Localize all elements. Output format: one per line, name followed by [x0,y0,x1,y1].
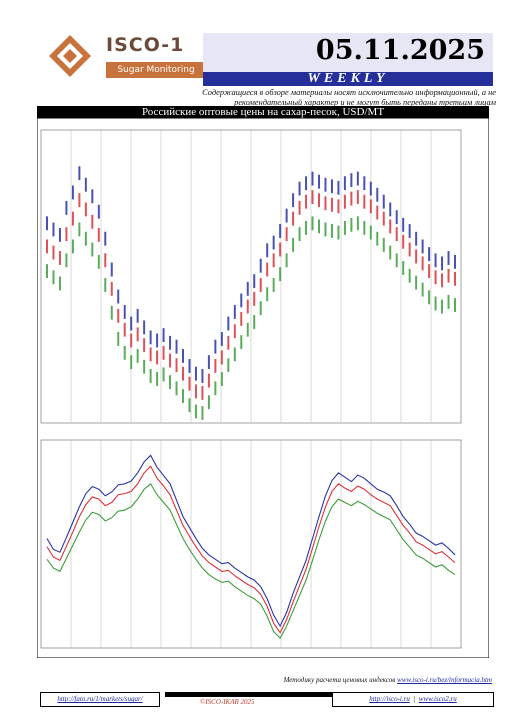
chart-title: Российские оптовые цены на сахар-песок, … [37,106,489,118]
logo-diamond-icon [49,35,91,77]
series-line-1 [46,465,456,634]
disclaimer: Содержащиеся в обзоре материалы носят ис… [202,88,496,107]
footer-divider [165,692,360,697]
logo-subtitle: Sugar Monitoring [106,62,206,78]
methodology-link[interactable]: www.isco-i.ru/bez/informacia.htm [397,676,492,684]
series-line-0 [46,454,456,628]
footer: http://fato.ru/1/markets/sugar/ ©ISCO-IK… [40,690,494,708]
series-line-2 [46,482,456,640]
logo: ISCO-1 Sugar Monitoring [40,30,206,90]
price-chart [37,118,489,658]
report-period: WEEKLY [203,72,493,86]
footer-link-left-box: http://fato.ru/1/markets/sugar/ [40,692,160,707]
report-date: 05.11.2025 [315,35,485,66]
footer-link-right-1[interactable]: http://isco-i.ru [369,695,410,703]
methodology-note: Методику расчета ценовых индексов www.is… [40,676,492,684]
footer-link-left[interactable]: http://fato.ru/1/markets/sugar/ [57,695,143,703]
methodology-label: Методику расчета ценовых индексов [283,676,396,684]
footer-copyright: ©ISCO-IKAR 2025 [200,698,255,706]
logo-name: ISCO-1 [106,34,185,56]
footer-link-right-2[interactable]: www.isco2.ru [418,695,457,703]
report-date-box: 05.11.2025 [203,33,493,73]
footer-links-right-box: http://isco-i.ru | www.isco2.ru [332,692,494,707]
